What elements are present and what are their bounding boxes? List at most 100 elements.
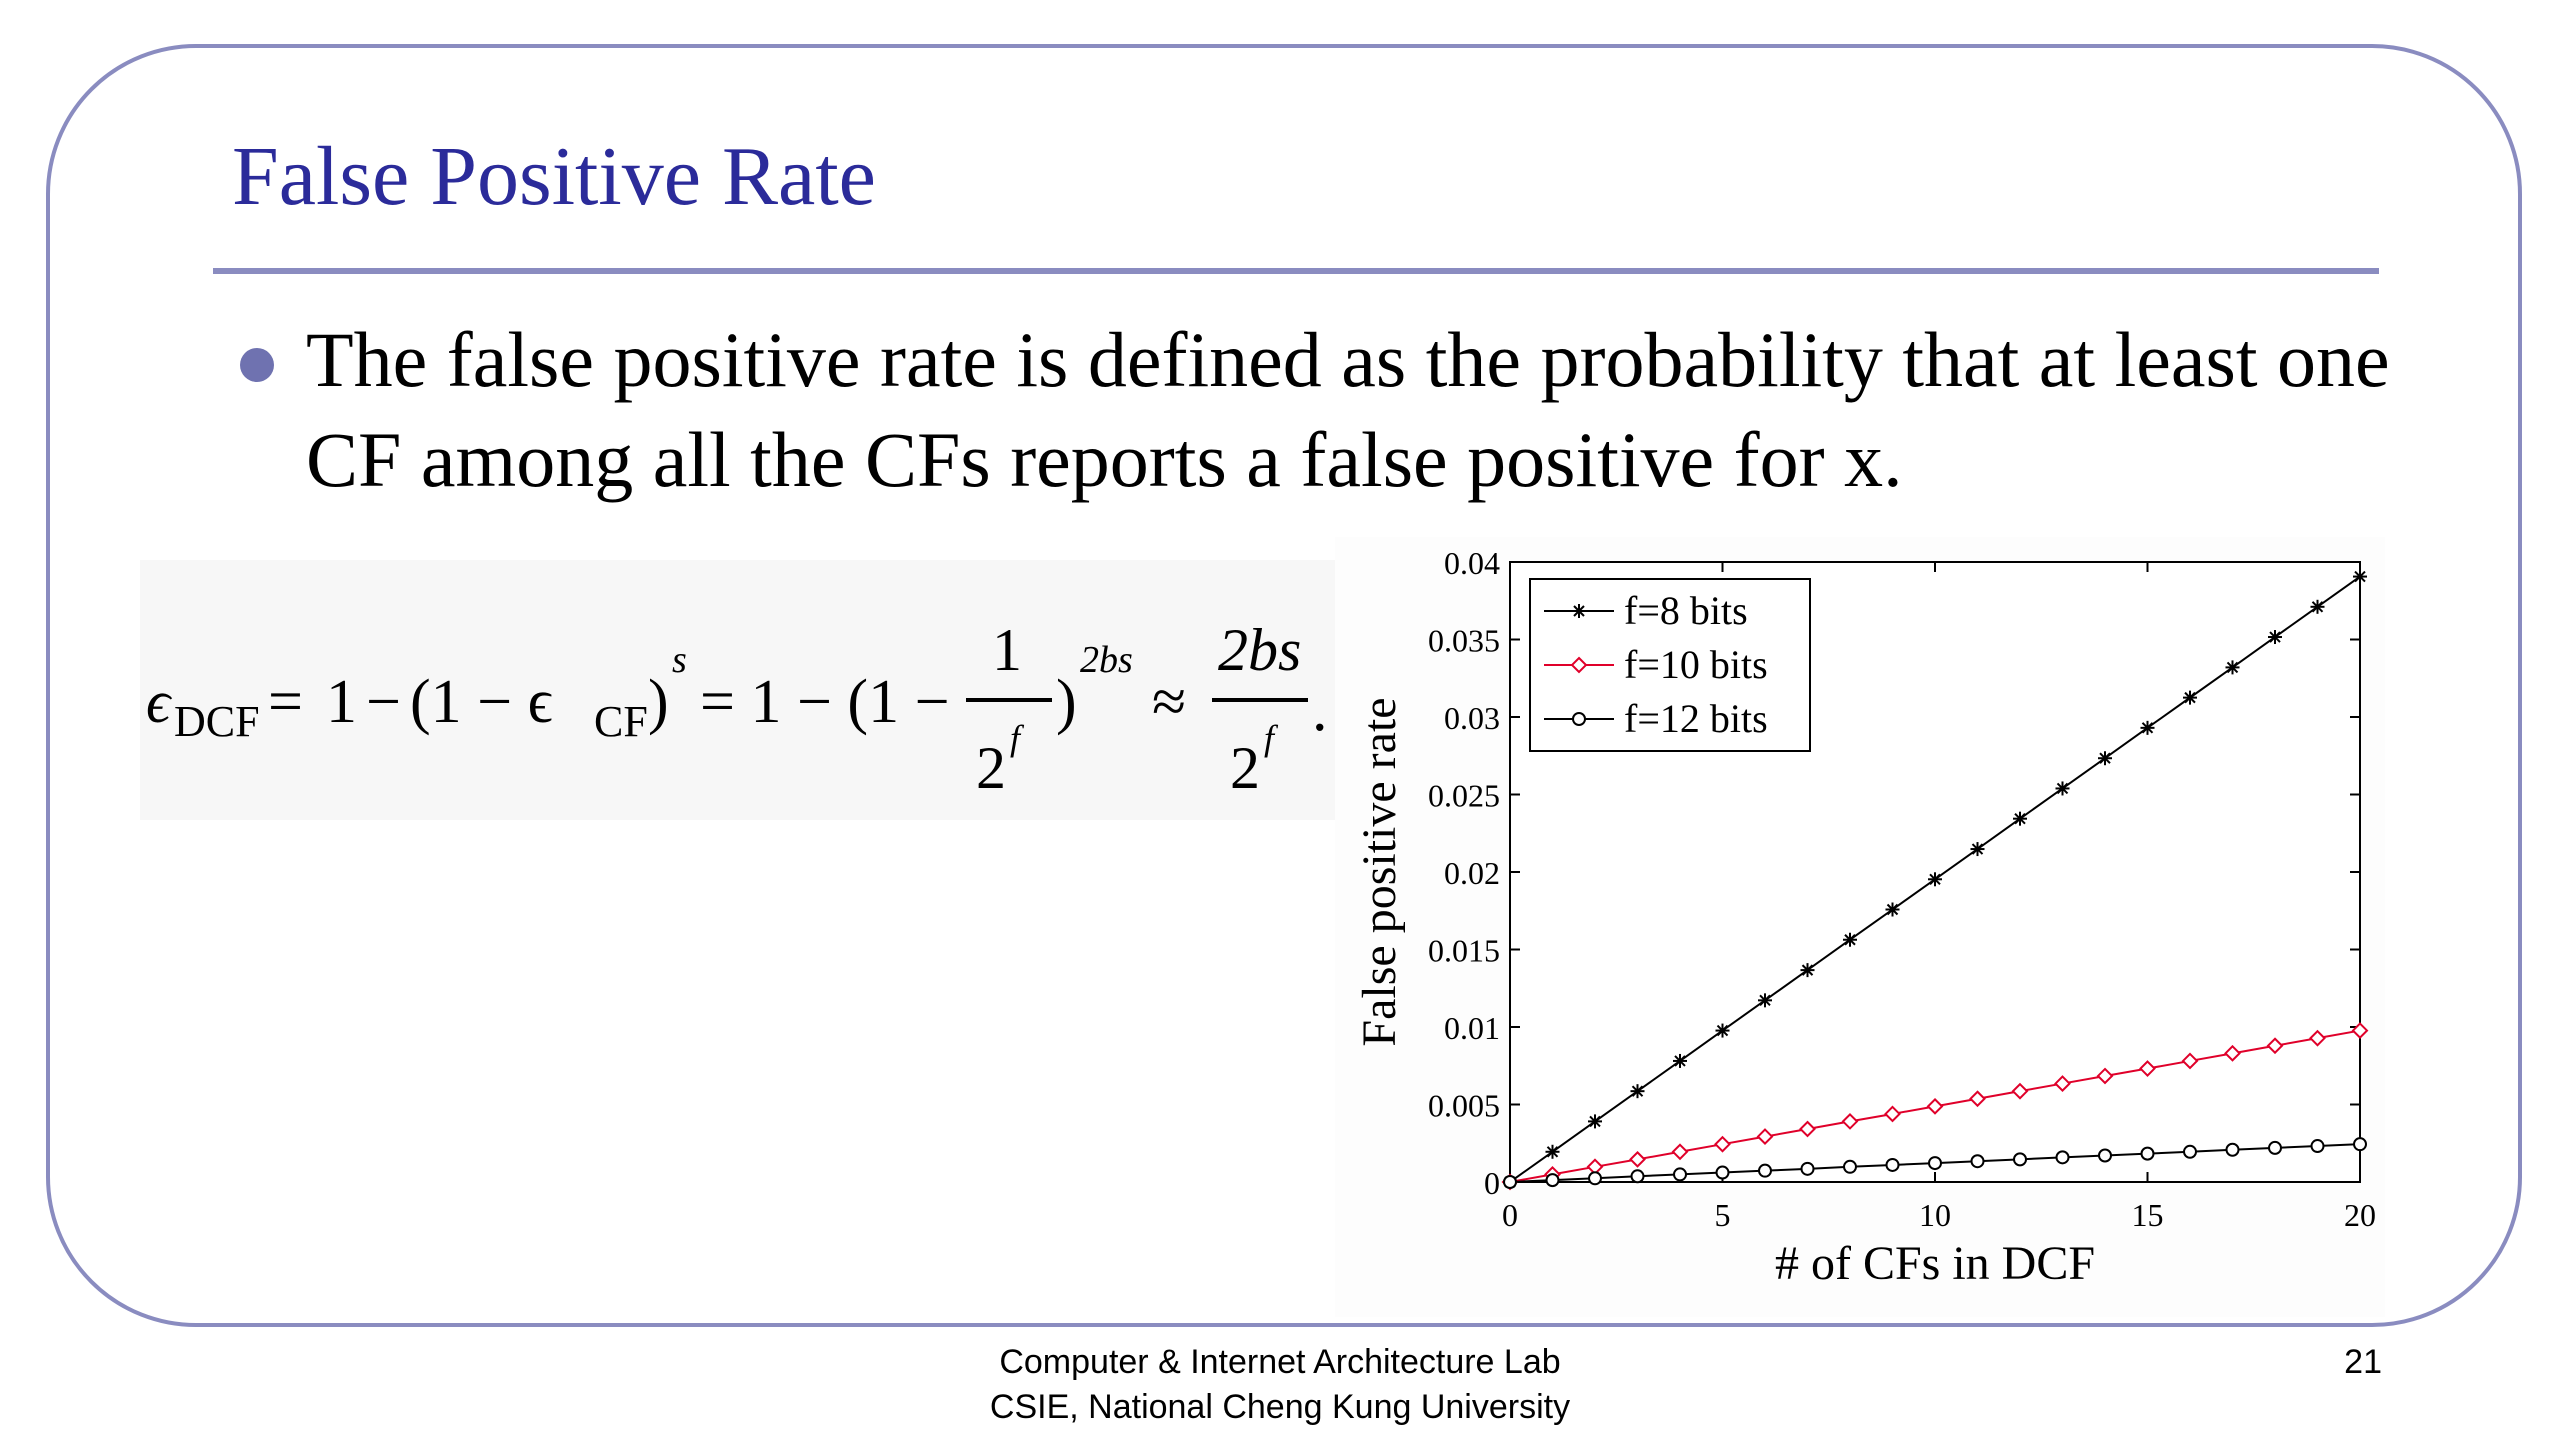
data-point	[1885, 1157, 1900, 1172]
formula-inner-close: )	[648, 668, 669, 736]
data-point	[2310, 1139, 2325, 1154]
legend-label: f=8 bits	[1624, 588, 1748, 633]
y-tick-label: 0.005	[1428, 1088, 1500, 1124]
data-point	[1673, 1053, 1687, 1068]
data-point	[1714, 1135, 1731, 1153]
data-point	[1715, 1165, 1730, 1180]
data-point	[2096, 1067, 2114, 1085]
y-tick-label: 0.03	[1444, 700, 1500, 736]
data-point	[1671, 1143, 1689, 1161]
data-point	[1970, 1154, 1985, 1169]
data-point	[2013, 1152, 2027, 1167]
data-point	[1570, 656, 1588, 674]
formula-inner-open: (1 − ϵ	[410, 668, 553, 736]
formula-frac-den: 2	[976, 735, 1006, 801]
y-tick-label: 0.035	[1428, 623, 1500, 659]
formula-frac-den-exp: f	[1010, 718, 1025, 758]
data-point	[2054, 1075, 2071, 1092]
data-point	[1630, 1169, 1645, 1184]
data-point	[2140, 720, 2155, 735]
data-point	[1926, 1097, 1944, 1115]
formula-sub-cf: CF	[594, 697, 648, 746]
data-point	[1970, 842, 1985, 857]
formula-sub-dcf: DCF	[174, 697, 260, 746]
data-point	[1800, 1161, 1815, 1176]
data-point	[1503, 1175, 1517, 1189]
data-point	[2013, 811, 2027, 826]
data-point	[2310, 599, 2325, 614]
y-tick-label: 0.015	[1428, 933, 1500, 969]
data-point	[2224, 1044, 2241, 1062]
slide-title: False Positive Rate	[232, 130, 876, 223]
data-point	[1572, 712, 1586, 726]
formula-period: .	[1312, 676, 1328, 744]
data-point	[2351, 1022, 2369, 1039]
data-point	[2055, 1150, 2070, 1165]
formula-eq1: =	[268, 668, 303, 736]
formula-power-s: s	[672, 639, 687, 681]
data-point	[2139, 1060, 2156, 1077]
bullet-text: The false positive rate is defined as th…	[306, 316, 2390, 503]
data-point	[1756, 1128, 1774, 1145]
page-number: 21	[2344, 1343, 2382, 1381]
formula-rhs-den: 2	[1230, 735, 1260, 801]
data-point	[1673, 1167, 1687, 1182]
data-point	[1758, 1163, 1772, 1178]
data-point	[1843, 932, 1857, 947]
formula-one: 1	[326, 668, 357, 736]
data-point	[2055, 781, 2070, 796]
data-point	[1884, 1105, 1901, 1123]
y-tick-label: 0.04	[1444, 545, 1500, 581]
footer-lab: Computer & Internet Architecture Lab	[999, 1343, 1561, 1381]
x-tick-label: 0	[1502, 1197, 1518, 1233]
slide-frame	[46, 44, 2522, 1327]
data-point	[1715, 1023, 1730, 1038]
y-tick-label: 0.01	[1444, 1010, 1500, 1046]
data-point	[1588, 1171, 1602, 1186]
data-point	[1572, 604, 1586, 618]
footer-university: CSIE, National Cheng Kung University	[989, 1388, 1571, 1426]
data-point	[1928, 872, 1942, 887]
x-tick-label: 5	[1715, 1197, 1731, 1233]
x-tick-label: 15	[2132, 1197, 2164, 1233]
data-point	[1630, 1084, 1645, 1099]
y-tick-label: 0	[1484, 1165, 1500, 1201]
data-point	[2140, 1146, 2155, 1161]
data-point	[1969, 1090, 1986, 1108]
data-point	[1545, 1173, 1560, 1188]
formula-rhs-num: 2bs	[1218, 617, 1301, 683]
data-point	[2183, 1144, 2197, 1159]
formula-frac-num: 1	[992, 617, 1022, 683]
data-point	[1799, 1120, 1816, 1138]
x-tick-label: 20	[2344, 1197, 2376, 1233]
data-point	[2183, 690, 2197, 705]
formula-eq2: = 1 − (1 −	[700, 668, 950, 736]
data-point	[1588, 1114, 1602, 1129]
legend-label: f=12 bits	[1624, 696, 1768, 741]
data-point	[2098, 751, 2112, 766]
legend-label: f=10 bits	[1624, 642, 1768, 687]
data-point	[2353, 1137, 2367, 1152]
formula-rhs-den-exp: f	[1264, 718, 1279, 758]
false-positive-chart: 0 0.005 0.01 0.015 0.02 0.025 0.03 0.035 0.04 0 5 1…	[1335, 537, 2385, 1317]
x-tick-label: 10	[1919, 1197, 1951, 1233]
chart-svg: 0 0.005 0.01 0.015 0.02 0.025 0.03 0.035 0.04 0 5 1…	[1353, 545, 2376, 1290]
data-point	[2266, 1037, 2284, 1055]
data-point	[2268, 1140, 2282, 1155]
y-tick-label: 0.02	[1444, 855, 1500, 891]
data-point	[2353, 569, 2367, 584]
data-point	[1928, 1156, 1942, 1171]
x-axis-label: # of CFs in DCF	[1775, 1237, 2095, 1290]
data-point	[1885, 902, 1900, 917]
data-point	[2181, 1052, 2199, 1070]
data-point	[1758, 993, 1772, 1008]
data-point	[2225, 1142, 2240, 1157]
y-tick-label: 0.025	[1428, 778, 1500, 814]
data-point	[1841, 1112, 1859, 1130]
formula-close-paren: )	[1056, 668, 1077, 736]
false-positive-formula: ϵ DCF = 1 − (1 − ϵ CF ) s = 1 − (1 − 1 2…	[140, 560, 1340, 820]
formula-epsilon: ϵ	[146, 669, 173, 735]
data-point	[1843, 1159, 1857, 1174]
data-point	[2098, 1148, 2112, 1163]
formula-power-2bs: 2bs	[1080, 639, 1133, 681]
